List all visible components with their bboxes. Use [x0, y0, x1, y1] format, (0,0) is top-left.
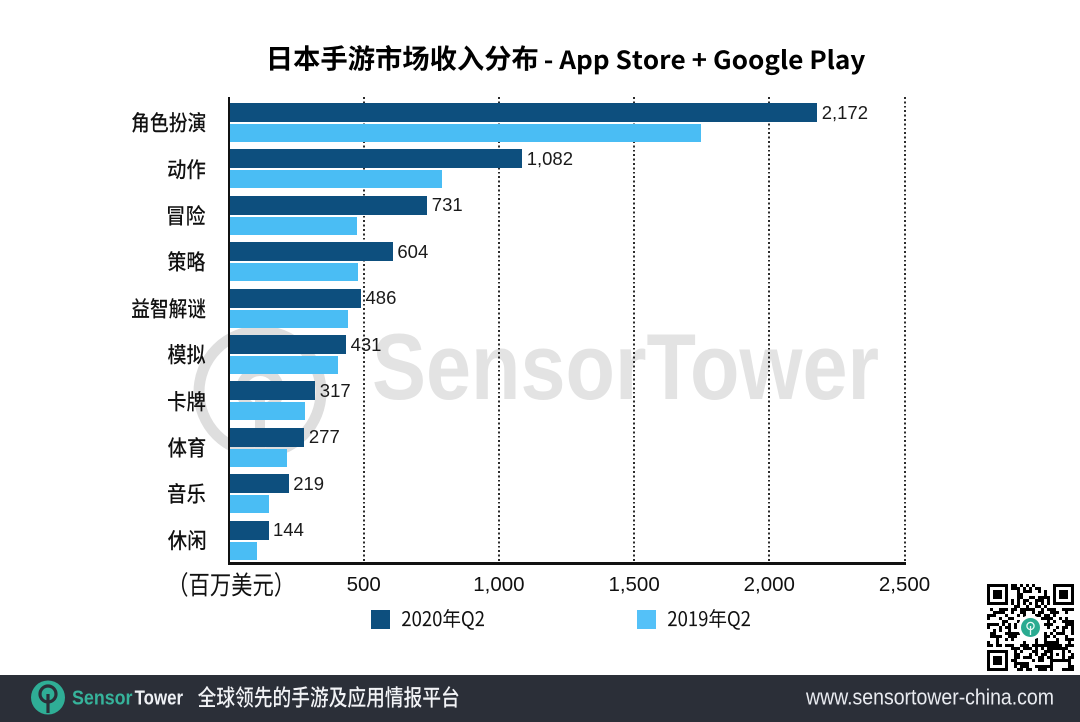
svg-text:Tower: Tower [135, 687, 184, 709]
svg-text:www.sensortower-china.com: www.sensortower-china.com [805, 685, 1054, 710]
svg-text:SensorTower: SensorTower [372, 318, 879, 418]
svg-text:Sensor: Sensor [72, 687, 133, 709]
